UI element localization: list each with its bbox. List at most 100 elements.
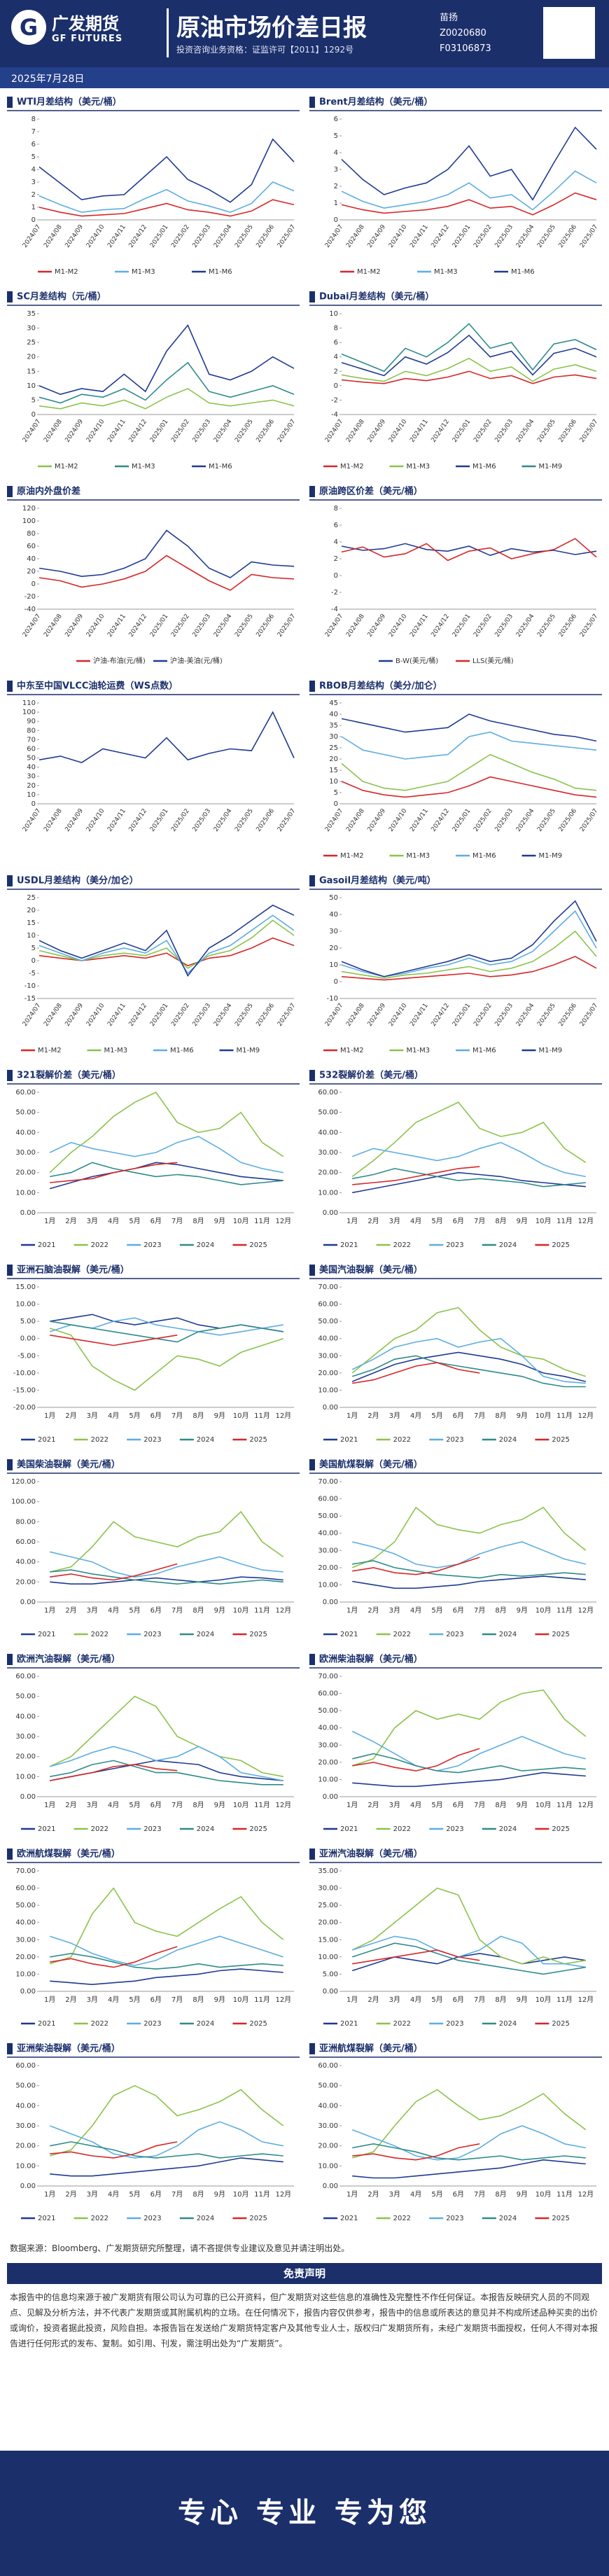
y-tick-label: 40 — [27, 555, 36, 563]
x-tick-label: 2025/07 — [579, 418, 600, 443]
x-tick-label: 2025/04 — [515, 613, 536, 639]
x-tick-label: 9月 — [517, 1412, 528, 1420]
y-tick-label: 50.00 — [15, 2082, 36, 2090]
series-line — [38, 914, 295, 975]
x-tick-label: 10月 — [233, 1996, 249, 2004]
y-tick-label: -20.00 — [13, 1404, 36, 1412]
y-tick-label: 60.00 — [318, 2062, 338, 2070]
x-tick-label: 1月 — [44, 1801, 55, 1809]
x-tick-label: 2025/06 — [255, 223, 276, 249]
x-tick-label: 2025/03 — [494, 807, 515, 833]
series-line — [351, 1141, 586, 1178]
x-tick-label: 2025/07 — [579, 223, 600, 249]
x-tick-label: 4月 — [108, 1996, 119, 2004]
legend-label: M1-M3 — [407, 463, 430, 471]
y-tick-label: 60.00 — [15, 1538, 36, 1546]
x-tick-label: 2024/11 — [106, 1002, 127, 1027]
legend-label: 2021 — [38, 1631, 55, 1638]
x-tick-label: 7月 — [474, 1606, 485, 1615]
series-line — [352, 2143, 480, 2161]
y-tick-label: 70 — [27, 736, 36, 744]
x-tick-label: 2024/10 — [388, 418, 409, 444]
y-tick-label: 30 — [27, 773, 36, 781]
y-tick-label: 30 — [329, 733, 338, 741]
x-tick-label: 2025/07 — [579, 1002, 600, 1027]
chart-title: 亚洲柴油裂解（美元/桶） — [17, 2043, 120, 2054]
x-tick-label: 2024/10 — [388, 613, 409, 639]
series-line — [352, 1541, 586, 1568]
x-tick-label: 1月 — [346, 1606, 358, 1615]
y-tick-label: 40 — [27, 764, 36, 772]
series-line — [50, 1162, 284, 1185]
legend-label: 2024 — [197, 2215, 214, 2222]
y-tick-label: 20.00 — [318, 1759, 338, 1767]
legend-label: 2023 — [144, 1631, 161, 1638]
x-tick-label: 2月 — [65, 1801, 76, 1809]
x-tick-label: 2025/05 — [234, 613, 255, 638]
y-tick-label: 20.00 — [318, 2143, 338, 2150]
series-line — [352, 1168, 586, 1188]
y-tick-label: 0.00 — [323, 1599, 338, 1606]
x-tick-label: 2024/11 — [106, 223, 127, 249]
y-tick-label: 40 — [329, 711, 338, 718]
x-tick-label: 9月 — [214, 1606, 225, 1615]
x-tick-label: 4月 — [410, 1412, 421, 1420]
chart-title: WTI月差结构（美元/桶） — [17, 97, 122, 108]
series-line — [50, 1760, 284, 1785]
series-line — [352, 1166, 480, 1185]
title-icon — [7, 1654, 13, 1665]
series-line — [50, 1760, 284, 1781]
x-tick-label: 2025/06 — [255, 613, 276, 639]
legend-label: 2022 — [91, 1631, 108, 1638]
x-tick-label: 2025/05 — [536, 418, 557, 443]
x-tick-label: 2月 — [65, 1217, 76, 1225]
series-line — [341, 900, 597, 977]
legend-label: 2024 — [197, 2020, 214, 2028]
y-tick-label: 0.00 — [20, 1209, 36, 1217]
x-tick-label: 2025/02 — [472, 807, 493, 833]
y-tick-label: 0.00 — [20, 1988, 36, 1996]
title-icon — [309, 291, 315, 302]
y-tick-label: -10.00 — [13, 1370, 36, 1377]
y-tick-label: 20 — [27, 568, 36, 576]
y-tick-label: -10 — [327, 995, 338, 1003]
x-tick-label: 6月 — [150, 1217, 162, 1225]
legend-label: 2022 — [393, 2020, 411, 2028]
x-tick-label: 2024/08 — [43, 418, 64, 444]
y-tick-label: 0 — [31, 411, 36, 419]
x-tick-label: 4月 — [410, 1801, 421, 1809]
x-tick-label: 6月 — [150, 1996, 162, 2004]
series-line — [50, 1314, 284, 1332]
y-tick-label: 40 — [329, 911, 338, 919]
x-tick-label: 2025/01 — [451, 613, 472, 638]
x-tick-label: 12月 — [578, 1412, 594, 1420]
y-tick-label: 50.00 — [318, 2082, 338, 2090]
series-line — [38, 181, 295, 214]
chart-title: 欧洲航煤裂解（美元/桶） — [17, 1849, 120, 1860]
y-tick-label: 10 — [329, 961, 338, 969]
y-tick-label: 0.00 — [323, 1793, 338, 1801]
series-line — [352, 1753, 586, 1774]
y-tick-label: -4 — [331, 606, 338, 613]
y-tick-label: 0.00 — [20, 1335, 36, 1343]
y-tick-label: 8 — [334, 325, 338, 333]
x-tick-label: 2024/10 — [85, 613, 106, 639]
x-tick-label: 3月 — [389, 1996, 400, 2004]
chart-title: 欧洲汽油裂解（美元/桶） — [17, 1654, 120, 1665]
x-tick-label: 3月 — [87, 1801, 98, 1809]
y-tick-label: 60.00 — [15, 1885, 36, 1893]
x-tick-label: 2024/09 — [367, 418, 388, 444]
series-line — [341, 713, 597, 742]
disclaimer-text: 本报告中的信息均来源于被广发期货有限公司认为可靠的已公开资料，但广发期货对这些信… — [10, 2292, 598, 2348]
x-tick-label: 12月 — [275, 1606, 291, 1615]
x-tick-label: 2月 — [65, 2190, 76, 2199]
x-tick-label: 6月 — [150, 1606, 162, 1615]
x-tick-label: 5月 — [129, 1217, 140, 1225]
series-line — [351, 1935, 586, 1968]
legend-label: 2022 — [393, 1436, 411, 1444]
y-tick-label: -2 — [331, 589, 338, 597]
x-tick-label: 11月 — [254, 1217, 270, 1225]
x-tick-label: 2024/09 — [64, 613, 85, 639]
legend-label: 2023 — [446, 2215, 463, 2222]
